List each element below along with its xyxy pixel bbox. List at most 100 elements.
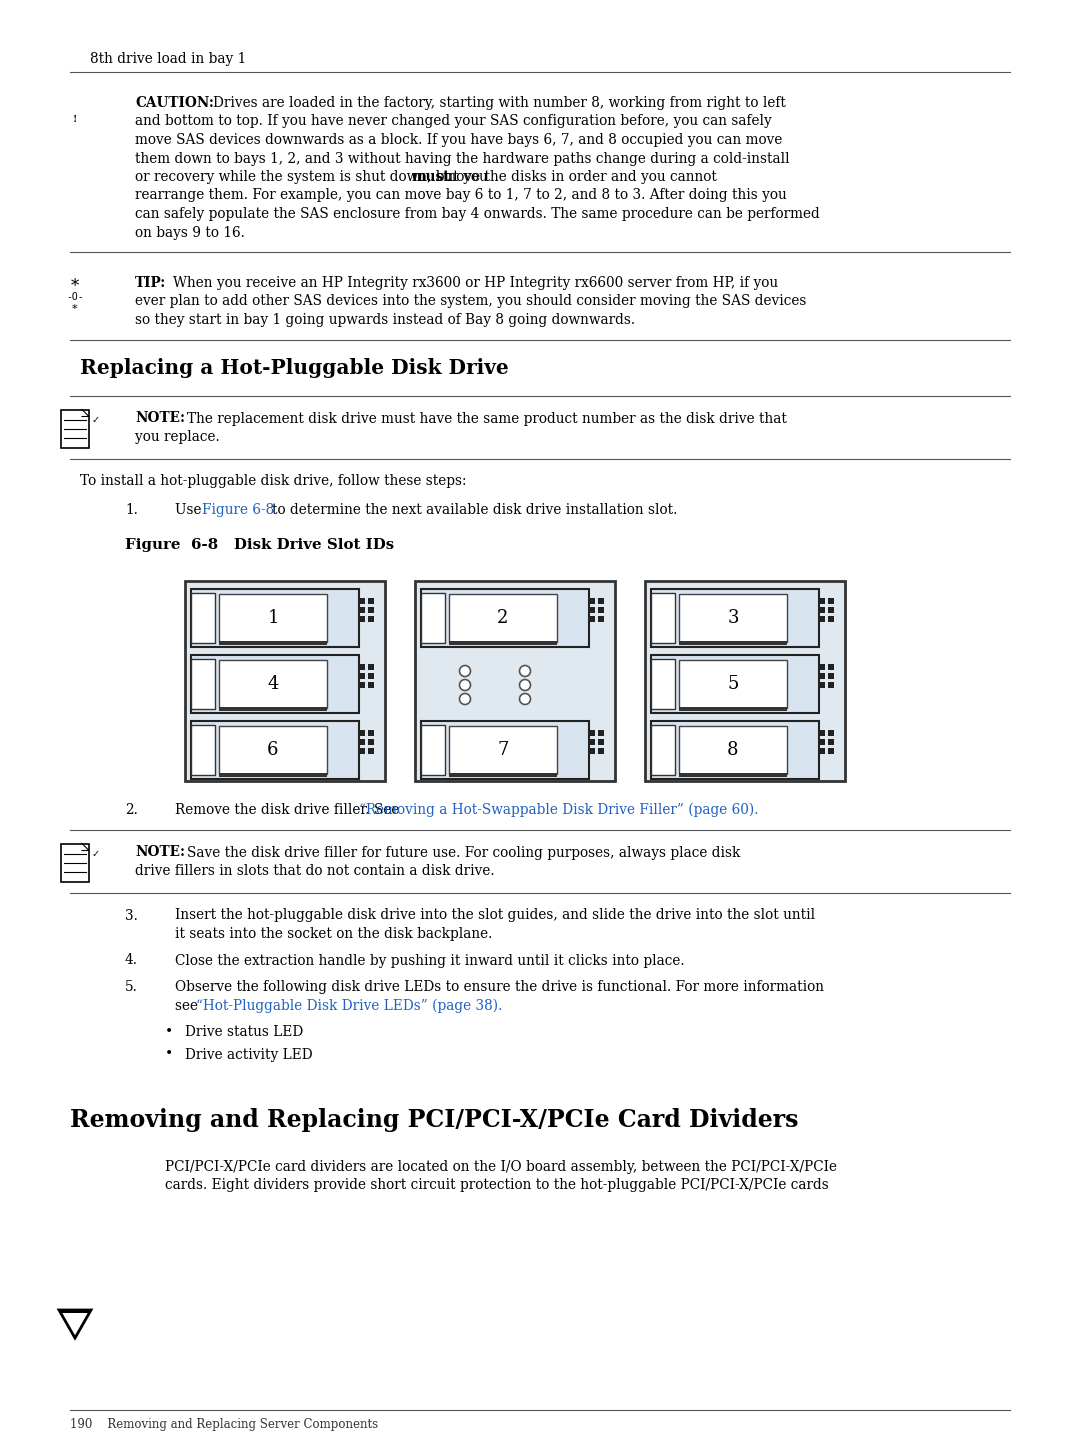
Bar [359, 664, 365, 670]
Text: CAUTION:: CAUTION: [135, 96, 214, 109]
Bar [60, 410, 89, 447]
Bar [368, 673, 374, 679]
Bar [651, 590, 819, 647]
Bar [449, 641, 557, 646]
Bar [421, 590, 589, 647]
Text: 6: 6 [267, 741, 279, 759]
Bar [191, 659, 215, 709]
Text: NOTE:: NOTE: [135, 846, 185, 860]
Bar [359, 598, 365, 604]
Circle shape [519, 666, 530, 676]
Text: Save the disk drive filler for future use. For cooling purposes, always place di: Save the disk drive filler for future us… [187, 846, 741, 860]
Bar [219, 707, 327, 710]
Bar [819, 682, 825, 687]
Bar [819, 739, 825, 745]
Bar [219, 774, 327, 777]
Bar [679, 641, 787, 646]
Bar [368, 739, 374, 745]
Text: 5.: 5. [125, 981, 138, 994]
Text: to determine the next available disk drive installation slot.: to determine the next available disk dri… [272, 503, 677, 518]
Bar [598, 748, 604, 754]
Bar [819, 673, 825, 679]
Text: To install a hot-pluggable disk drive, follow these steps:: To install a hot-pluggable disk drive, f… [80, 475, 467, 489]
Bar [598, 731, 604, 736]
Bar [191, 592, 215, 643]
Text: 190    Removing and Replacing Server Components: 190 Removing and Replacing Server Compon… [70, 1418, 378, 1431]
Text: 4: 4 [268, 674, 279, 693]
Text: can safely populate the SAS enclosure from bay 4 onwards. The same procedure can: can safely populate the SAS enclosure fr… [135, 207, 820, 221]
Text: Removing and Replacing PCI/PCI-X/PCIe Card Dividers: Removing and Replacing PCI/PCI-X/PCIe Ca… [70, 1109, 798, 1132]
Circle shape [459, 680, 471, 690]
Bar [828, 664, 834, 670]
Text: NOTE:: NOTE: [135, 411, 185, 426]
Bar [679, 594, 787, 641]
Bar [359, 748, 365, 754]
Bar [185, 581, 384, 781]
Bar [191, 725, 215, 775]
Bar [651, 659, 675, 709]
Bar [651, 720, 819, 779]
Text: ✓: ✓ [92, 416, 100, 426]
Text: “Hot-Pluggable Disk Drive LEDs” (page 38).: “Hot-Pluggable Disk Drive LEDs” (page 38… [197, 998, 502, 1012]
Bar [819, 615, 825, 623]
Bar [645, 581, 845, 781]
Bar [59, 1309, 91, 1313]
Bar [449, 774, 557, 777]
Bar [819, 748, 825, 754]
Bar [589, 598, 595, 604]
Text: and bottom to top. If you have never changed your SAS configuration before, you : and bottom to top. If you have never cha… [135, 115, 772, 128]
Bar [589, 607, 595, 613]
Text: Replacing a Hot-Pluggable Disk Drive: Replacing a Hot-Pluggable Disk Drive [80, 358, 509, 378]
Bar [819, 664, 825, 670]
Text: see: see [175, 998, 202, 1012]
Bar [368, 615, 374, 623]
Circle shape [519, 693, 530, 705]
Text: 3: 3 [727, 610, 739, 627]
Text: TIP:: TIP: [135, 276, 166, 290]
Bar [651, 654, 819, 713]
Text: •: • [165, 1025, 173, 1040]
Bar [415, 581, 615, 781]
Bar [828, 673, 834, 679]
Text: so they start in bay 1 going upwards instead of Bay 8 going downwards.: so they start in bay 1 going upwards ins… [135, 313, 635, 326]
Bar [589, 748, 595, 754]
Text: When you receive an HP Integrity rx3600 or HP Integrity rx6600 server from HP, i: When you receive an HP Integrity rx3600 … [173, 276, 778, 290]
Bar [819, 598, 825, 604]
Text: *: * [72, 303, 78, 313]
Bar [359, 739, 365, 745]
Text: 5: 5 [727, 674, 739, 693]
Bar [828, 739, 834, 745]
Bar [421, 592, 445, 643]
Text: must: must [411, 170, 450, 184]
Bar [651, 725, 675, 775]
Text: Insert the hot-pluggable disk drive into the slot guides, and slide the drive in: Insert the hot-pluggable disk drive into… [175, 909, 815, 923]
Text: 7: 7 [497, 741, 509, 759]
Text: Drive status LED: Drive status LED [185, 1025, 303, 1040]
Text: !: ! [72, 115, 77, 125]
Bar [598, 598, 604, 604]
Text: 4.: 4. [125, 953, 138, 968]
Text: The replacement disk drive must have the same product number as the disk drive t: The replacement disk drive must have the… [187, 411, 787, 426]
Text: Figure 6-8: Figure 6-8 [202, 503, 274, 518]
Bar [679, 660, 787, 707]
Circle shape [459, 666, 471, 676]
Text: *: * [71, 278, 79, 295]
Text: 2: 2 [497, 610, 509, 627]
Bar [679, 707, 787, 710]
Text: -O-: -O- [66, 292, 84, 302]
Text: move the disks in order and you cannot: move the disks in order and you cannot [440, 170, 717, 184]
Bar [598, 739, 604, 745]
Bar [368, 682, 374, 687]
Bar [828, 607, 834, 613]
Text: move SAS devices downwards as a block. If you have bays 6, 7, and 8 occupied you: move SAS devices downwards as a block. I… [135, 132, 782, 147]
Bar [421, 725, 445, 775]
Bar [359, 673, 365, 679]
Bar [828, 615, 834, 623]
Bar [368, 598, 374, 604]
Text: ever plan to add other SAS devices into the system, you should consider moving t: ever plan to add other SAS devices into … [135, 295, 807, 309]
Text: 8th drive load in bay 1: 8th drive load in bay 1 [90, 52, 246, 66]
Bar [219, 594, 327, 641]
Bar [449, 594, 557, 641]
Text: •: • [165, 1047, 173, 1061]
Bar [828, 731, 834, 736]
